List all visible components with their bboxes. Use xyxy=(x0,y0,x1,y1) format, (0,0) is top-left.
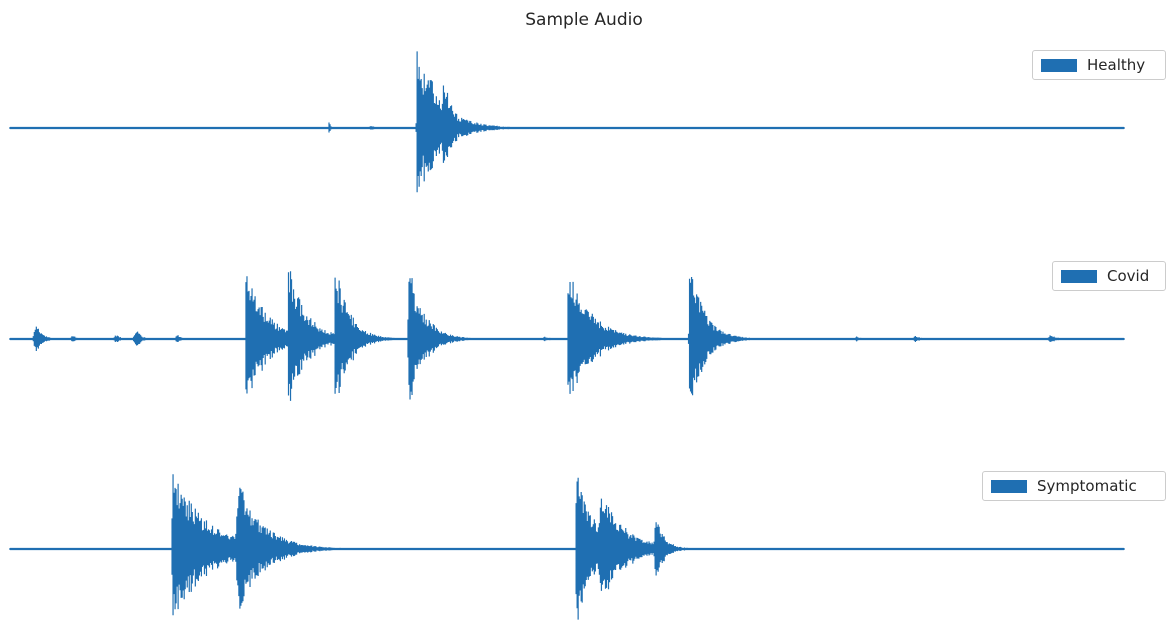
legend-symptomatic: Symptomatic xyxy=(982,471,1166,501)
legend-covid: Covid xyxy=(1052,261,1166,291)
legend-swatch-symptomatic xyxy=(991,479,1027,493)
waveform-healthy xyxy=(9,51,1125,193)
waveform-trace-symptomatic xyxy=(9,474,1125,620)
waveform-trace-covid xyxy=(9,271,1125,401)
legend-swatch-covid xyxy=(1061,269,1097,283)
legend-healthy: Healthy xyxy=(1032,50,1166,80)
waveform-trace-healthy xyxy=(9,51,1125,193)
legend-label-covid: Covid xyxy=(1107,267,1150,285)
chart-title: Sample Audio xyxy=(525,10,643,30)
legend-label-symptomatic: Symptomatic xyxy=(1037,477,1137,495)
waveform-covid xyxy=(9,271,1125,401)
legend-label-healthy: Healthy xyxy=(1087,56,1146,74)
legend-swatch-healthy xyxy=(1041,58,1077,72)
waveform-symptomatic xyxy=(9,474,1125,620)
